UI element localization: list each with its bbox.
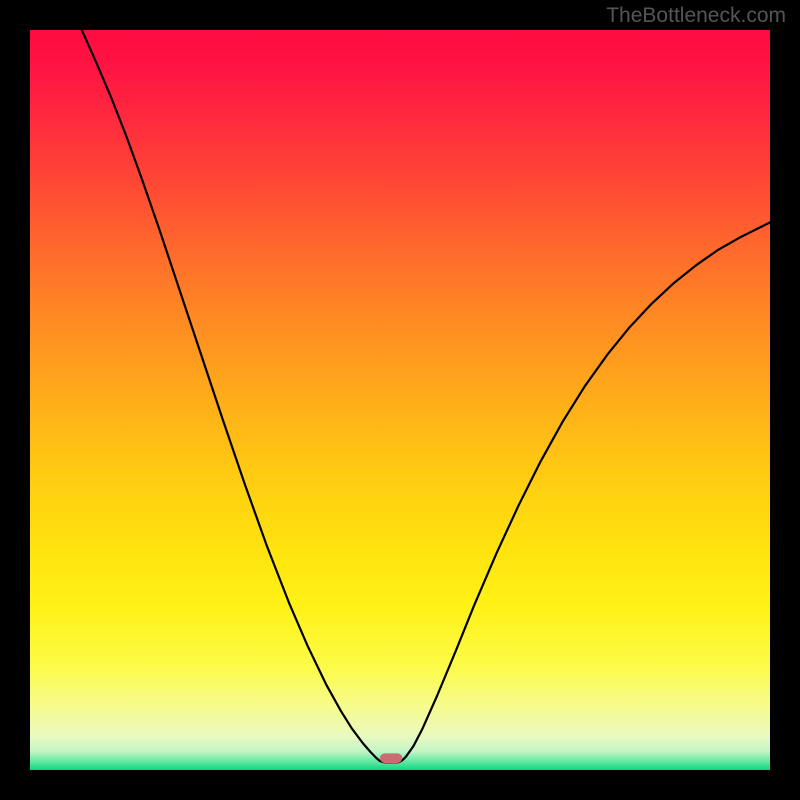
bottleneck-curve-chart	[30, 30, 770, 770]
watermark-text: TheBottleneck.com	[606, 4, 786, 28]
optimum-marker	[380, 753, 402, 763]
gradient-background	[30, 30, 770, 770]
chart-frame: TheBottleneck.com	[0, 0, 800, 800]
plot-area	[30, 30, 770, 770]
